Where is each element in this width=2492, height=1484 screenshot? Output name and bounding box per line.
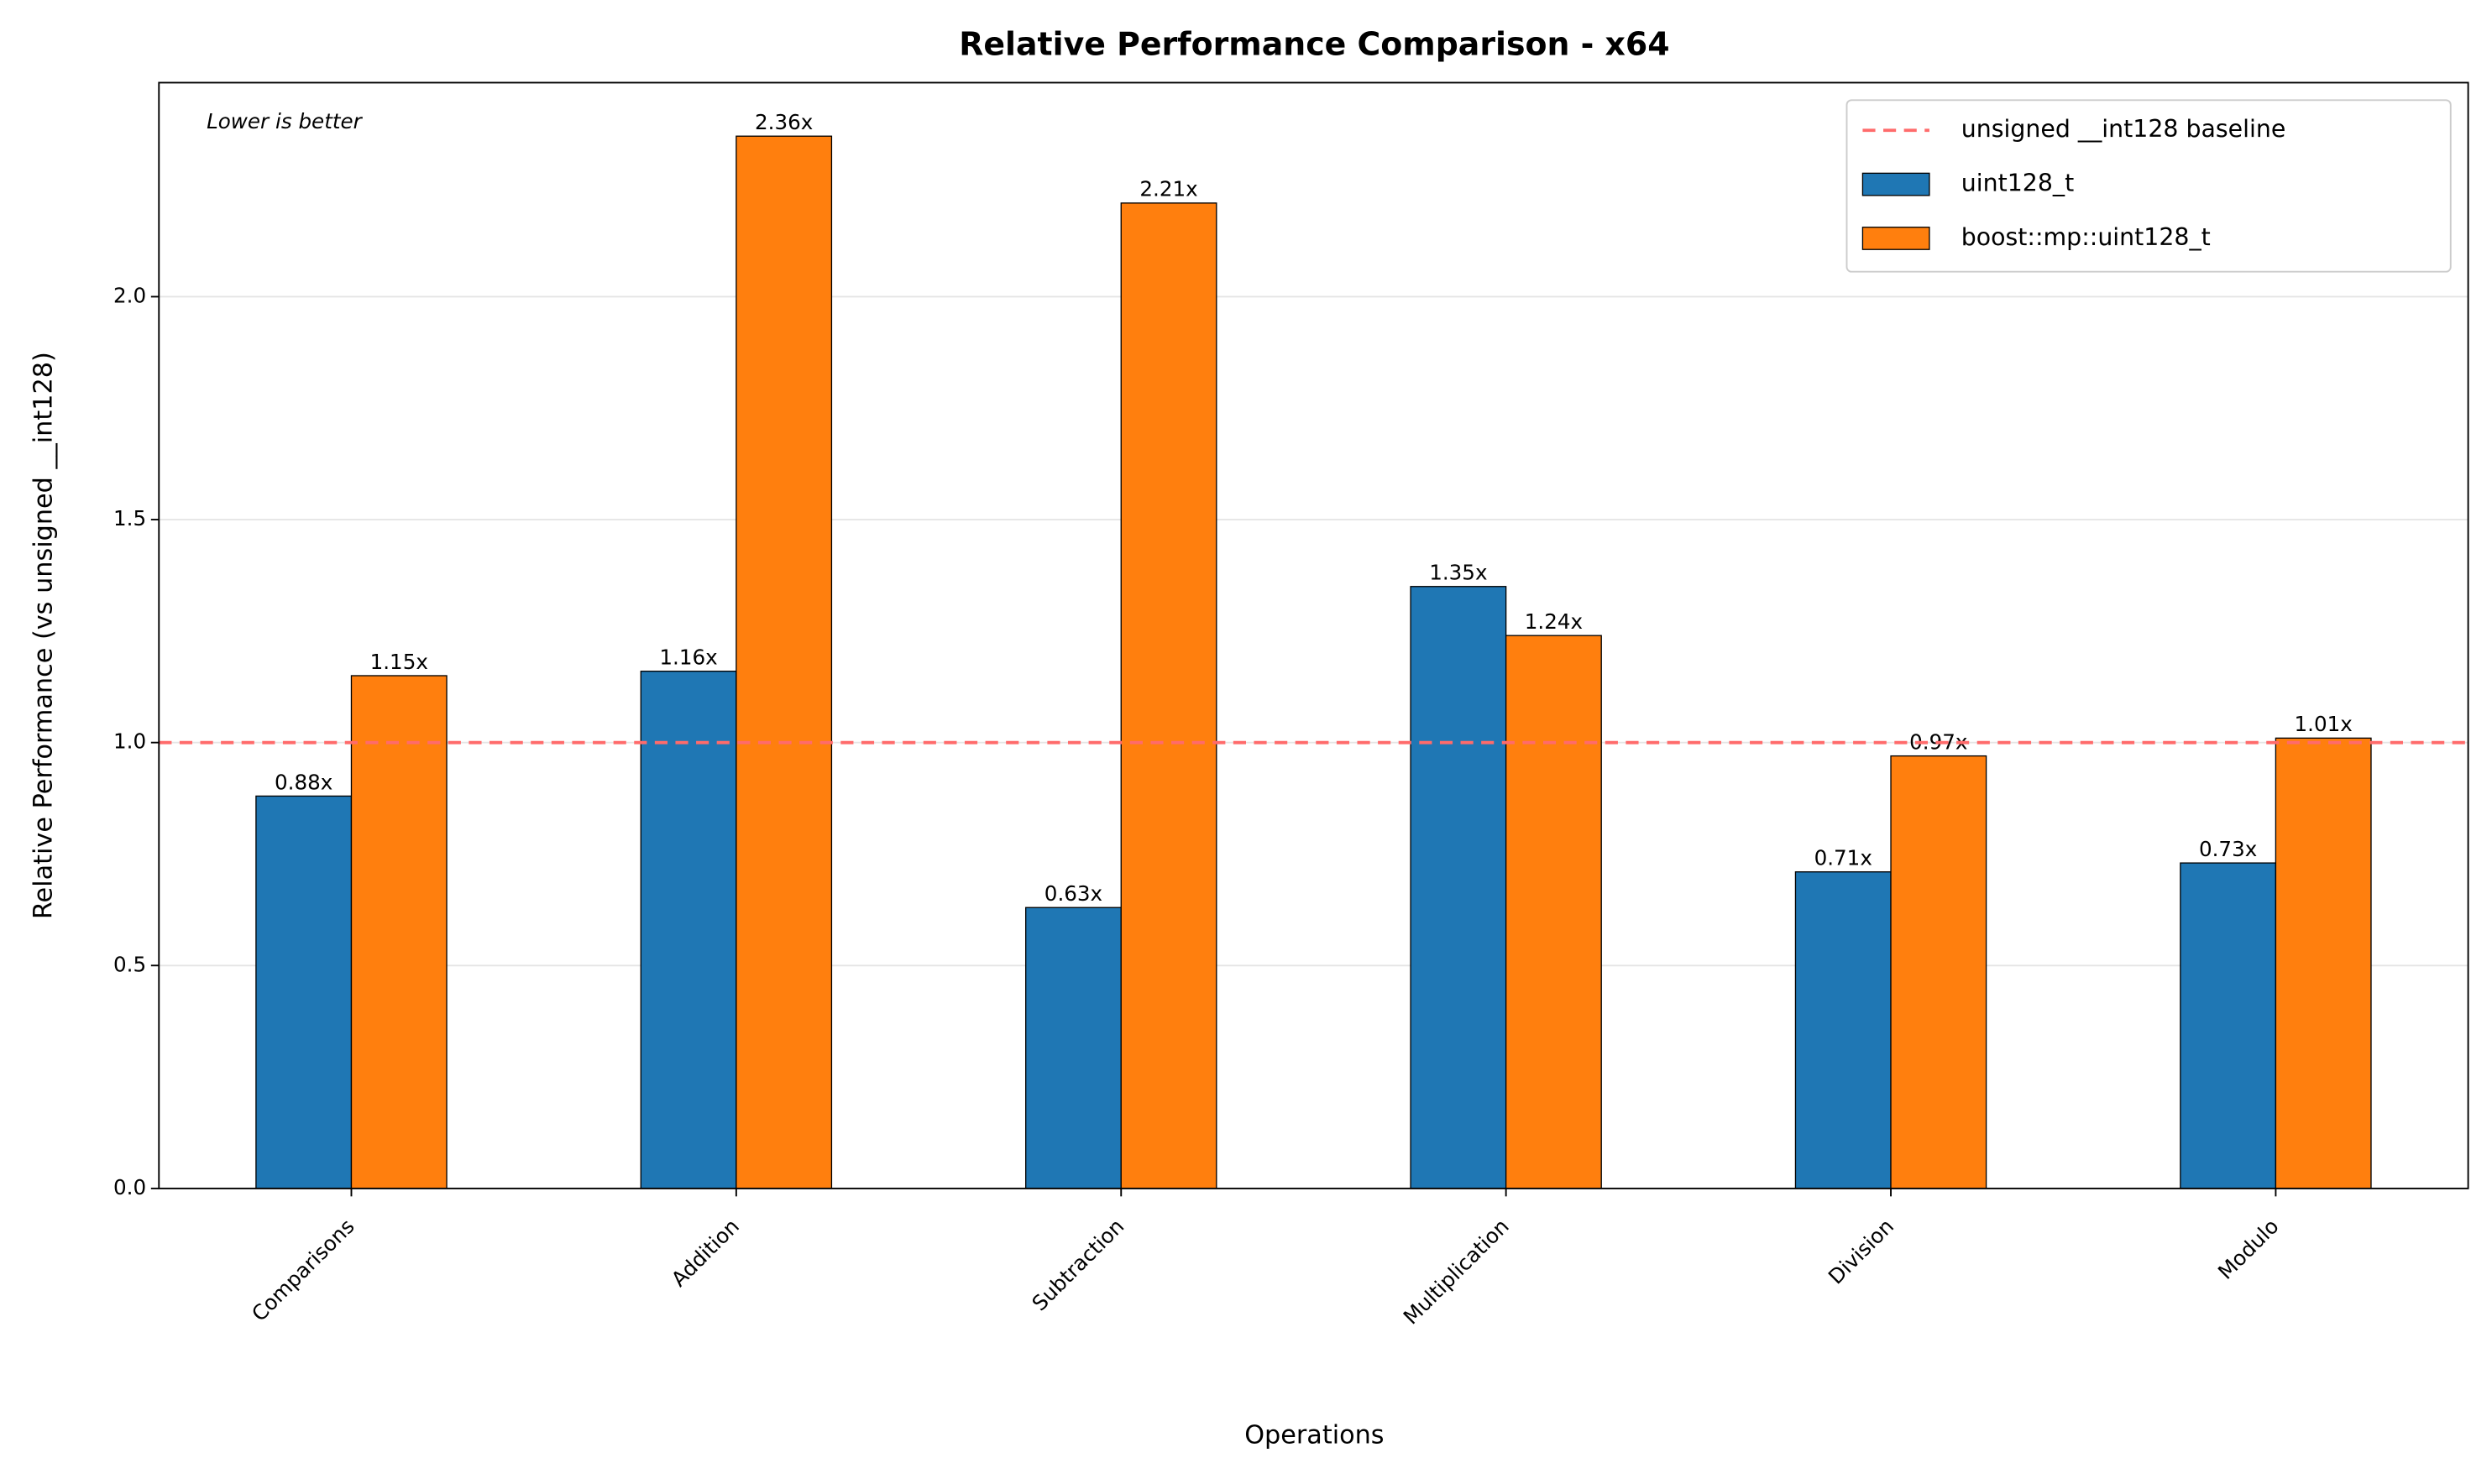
legend-label: unsigned __int128 baseline xyxy=(1961,115,2286,143)
bar xyxy=(2275,737,2372,1189)
value-label: 1.35x xyxy=(1429,561,1487,585)
plot-frame xyxy=(158,81,2469,1189)
x-tick-label: Comparisons xyxy=(247,1214,359,1326)
value-label: 0.73x xyxy=(2199,837,2257,861)
value-label: 1.24x xyxy=(1525,609,1583,634)
value-label: 0.88x xyxy=(275,770,332,794)
bar xyxy=(350,675,448,1189)
bar xyxy=(2180,862,2277,1189)
value-label: 2.36x xyxy=(755,110,813,134)
legend-label: boost::mp::uint128_t xyxy=(1961,223,2211,251)
value-label: 0.71x xyxy=(1814,846,1872,870)
bar xyxy=(1025,907,1122,1189)
bar xyxy=(640,671,737,1189)
x-tick-label: Multiplication xyxy=(1399,1214,1514,1329)
bar xyxy=(1794,871,1892,1189)
value-label: 2.21x xyxy=(1139,177,1197,201)
value-label: 1.15x xyxy=(370,650,428,674)
y-tick-label: 1.0 xyxy=(113,729,146,754)
x-tick-label: Addition xyxy=(667,1214,744,1291)
y-tick-label: 0.0 xyxy=(113,1175,146,1199)
legend-swatch xyxy=(1861,227,1930,250)
bar xyxy=(736,135,833,1189)
y-tick-label: 0.5 xyxy=(113,952,146,976)
value-label: 0.63x xyxy=(1044,881,1102,906)
x-tick-label: Modulo xyxy=(2213,1214,2284,1284)
x-tick-label: Division xyxy=(1824,1214,1898,1288)
x-axis-label: Operations xyxy=(1244,1421,1384,1450)
annotation: Lower is better xyxy=(207,109,364,133)
y-axis-label: Relative Performance (vs unsigned __int1… xyxy=(29,352,59,919)
bar xyxy=(1410,586,1507,1189)
chart-title: Relative Performance Comparison - x64 xyxy=(959,25,1669,62)
value-label: 1.16x xyxy=(659,645,717,670)
bar xyxy=(1890,755,1987,1189)
bar xyxy=(1505,635,1602,1189)
legend-label: uint128_t xyxy=(1961,170,2074,197)
legend-box xyxy=(1845,99,2452,273)
value-label: 1.01x xyxy=(2295,712,2353,736)
y-tick-label: 2.0 xyxy=(113,283,146,307)
bar xyxy=(255,795,353,1189)
x-tick-label: Subtraction xyxy=(1027,1214,1128,1315)
legend-swatch xyxy=(1861,172,1930,196)
y-tick-label: 1.5 xyxy=(113,506,146,530)
bar xyxy=(1120,202,1217,1189)
